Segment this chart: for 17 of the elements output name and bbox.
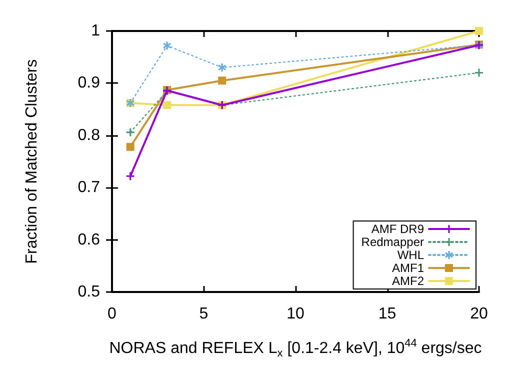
x-tick-label: 20 (470, 306, 488, 322)
x-tick-label: 10 (286, 306, 304, 322)
legend-label: AMF DR9 (371, 222, 424, 236)
y-tick-label: 0.6 (78, 231, 100, 248)
x-tick-label: 15 (378, 306, 396, 322)
legend-label: WHL (397, 248, 424, 262)
x-tick-label: 0 (108, 306, 117, 322)
y-tick-label: 0.5 (78, 284, 100, 300)
y-axis-title: Fraction of Matched Clusters (24, 59, 40, 264)
y-tick-label: 0.8 (78, 126, 100, 144)
legend-label: AMF2 (392, 274, 424, 288)
y-tick-label: 1 (91, 22, 100, 40)
legend-label: AMF1 (392, 261, 424, 275)
x-tick-label: 5 (199, 306, 208, 322)
y-tick-label: 0.7 (78, 179, 100, 196)
legend-label: Redmapper (361, 235, 424, 249)
y-tick-label: 0.9 (78, 74, 100, 92)
